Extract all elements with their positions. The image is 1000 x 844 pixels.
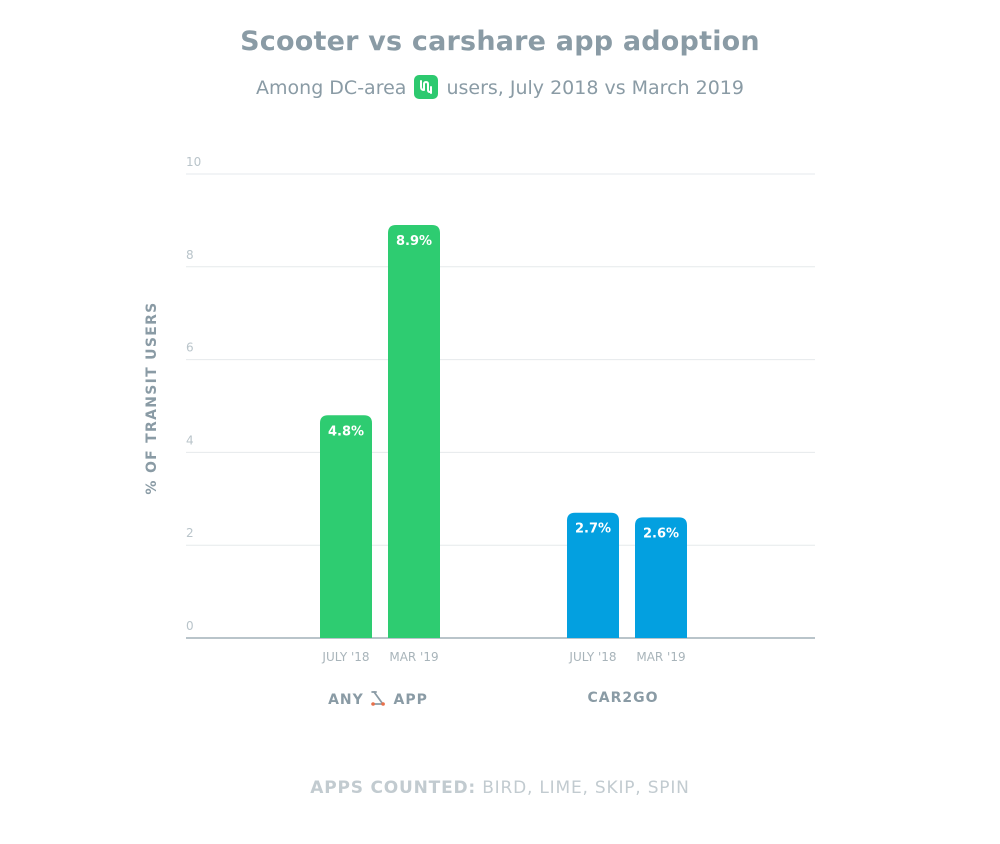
bar: [320, 415, 372, 638]
x-tick-label: JULY '18: [568, 650, 616, 664]
x-tick-label: JULY '18: [321, 650, 369, 664]
group-label-text: ANY: [328, 692, 364, 708]
y-tick-label: 10: [186, 155, 201, 169]
bar-value-label: 2.7%: [575, 522, 611, 537]
bar-value-label: 8.9%: [396, 234, 432, 249]
bar: [567, 512, 619, 638]
chart-subtitle: Among DC-area users, July 2018 vs March 2…: [0, 75, 1000, 99]
chart-title: Scooter vs carshare app adoption: [240, 26, 760, 57]
group-label-car2go: CAR2GO: [587, 690, 658, 706]
y-tick-label: 0: [186, 619, 194, 633]
bar: [388, 225, 440, 639]
y-tick-label: 2: [186, 526, 194, 540]
y-tick-label: 4: [186, 433, 194, 447]
bar-value-label: 4.8%: [328, 424, 364, 439]
bar-value-label: 2.6%: [643, 526, 679, 541]
bar: [635, 517, 687, 638]
subtitle-text-after: users, July 2018 vs March 2019: [446, 77, 744, 99]
scooter-icon: [370, 690, 388, 706]
group-label-text: APP: [393, 692, 428, 708]
footnote-label: APPS COUNTED:: [310, 778, 476, 798]
y-tick-label: 8: [186, 248, 194, 262]
x-tick-label: MAR '19: [636, 650, 685, 664]
group-label-scooter: ANY APP: [328, 690, 428, 708]
footnote-apps: BIRD, LIME, SKIP, SPIN: [482, 778, 690, 798]
footnote: APPS COUNTED: BIRD, LIME, SKIP, SPIN: [0, 778, 1000, 798]
group-label-text: CAR2GO: [587, 690, 659, 706]
subtitle-text-before: Among DC-area: [256, 77, 407, 99]
transit-app-logo-icon: [414, 75, 439, 99]
x-tick-label: MAR '19: [389, 650, 438, 664]
y-tick-label: 6: [186, 341, 194, 355]
